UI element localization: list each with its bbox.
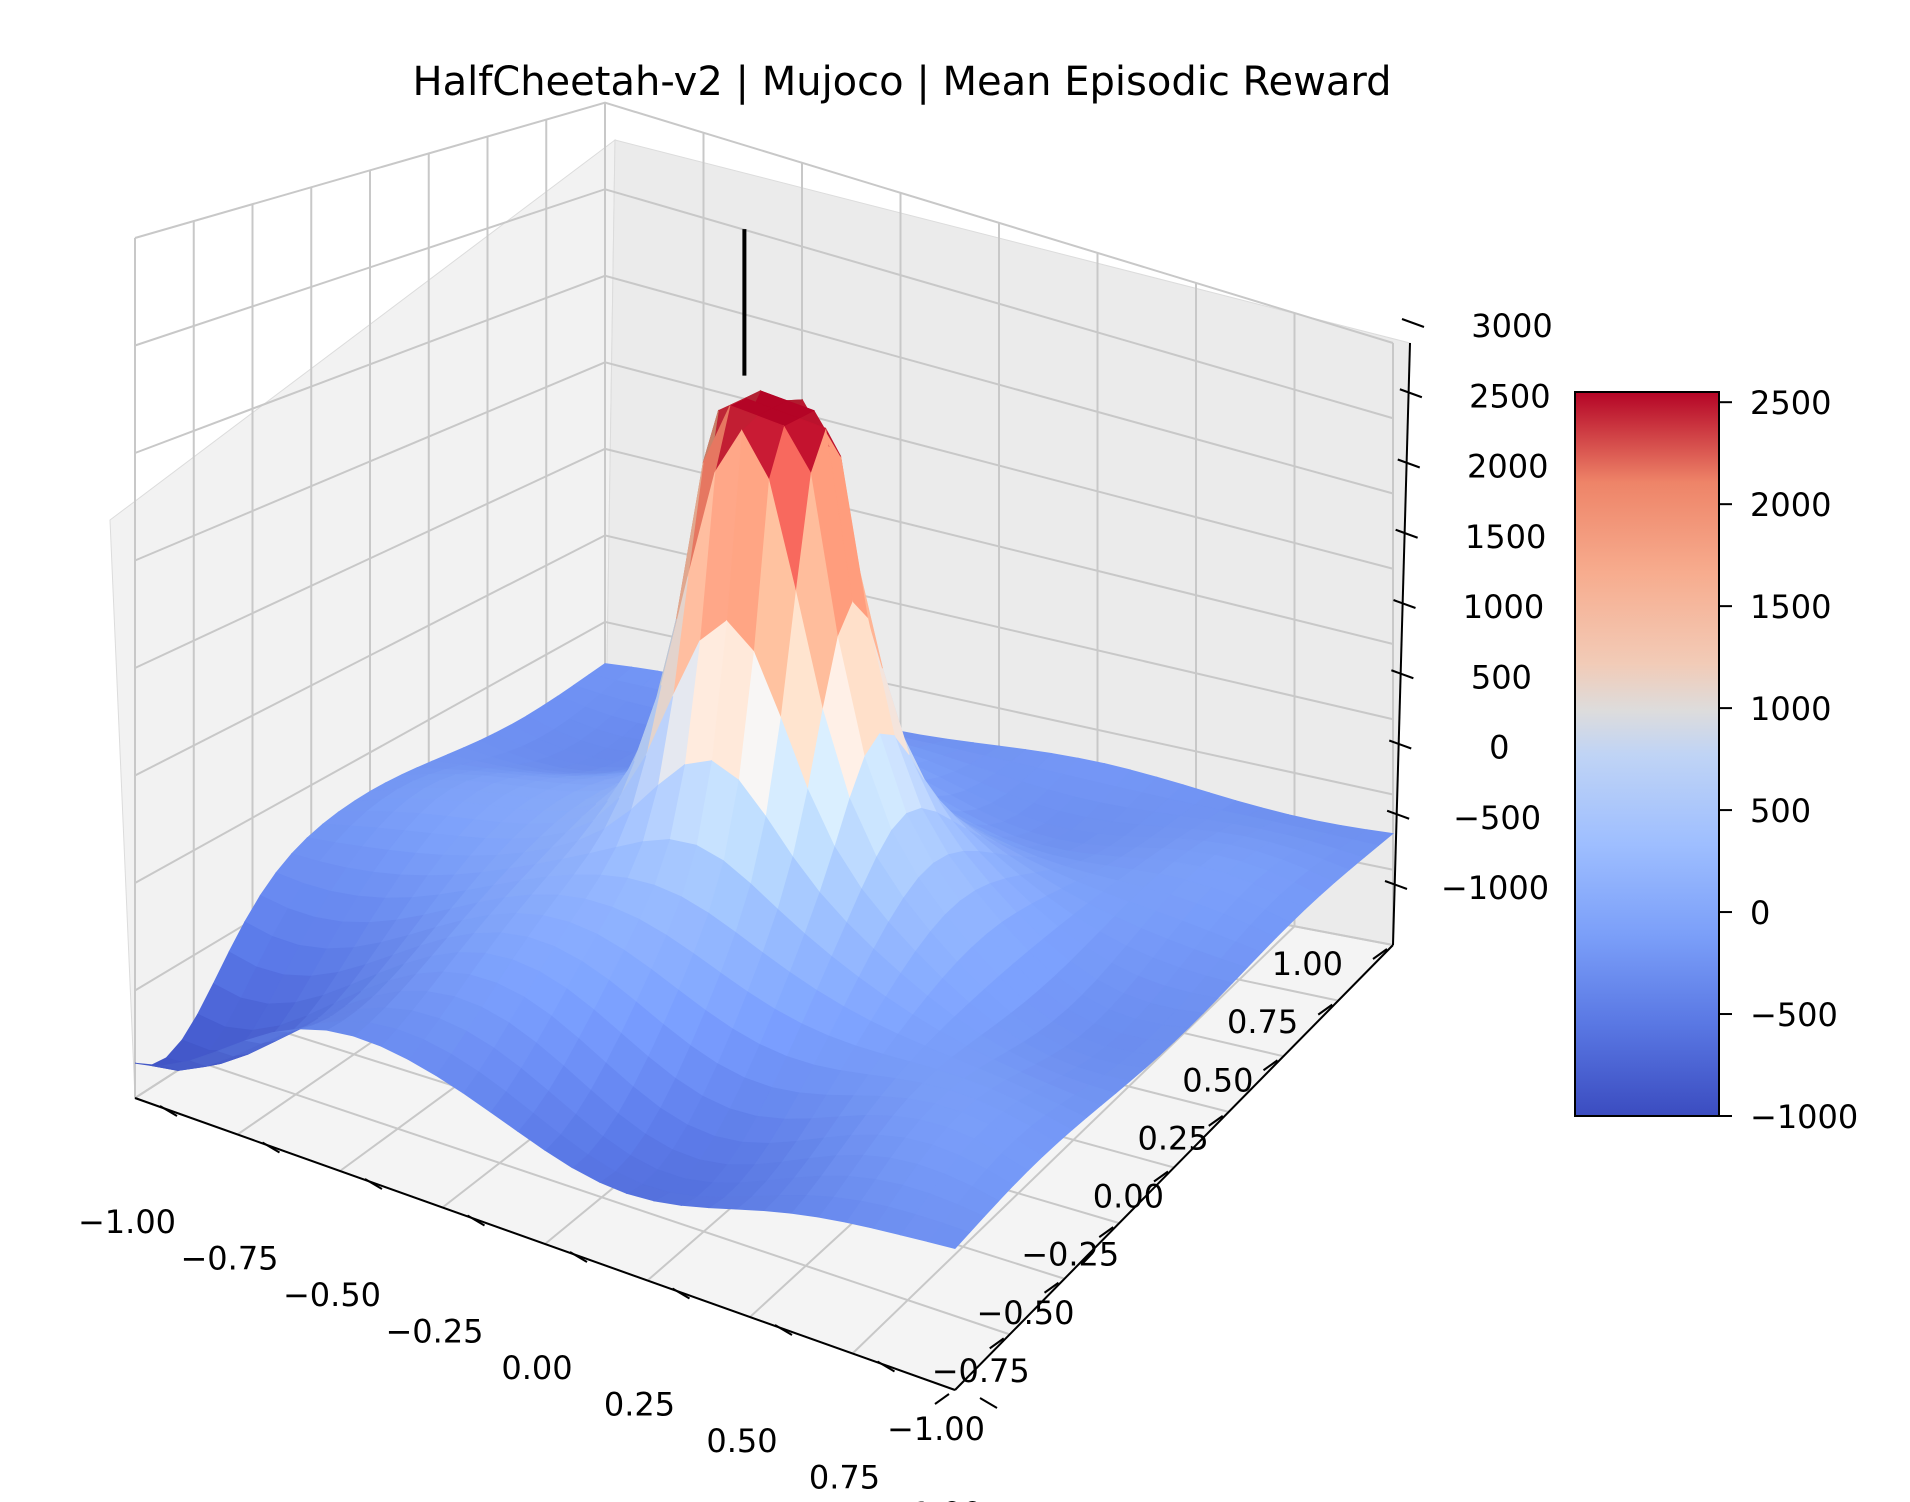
x-tick-mark bbox=[876, 1360, 896, 1373]
x-tick-mark bbox=[466, 1214, 486, 1227]
z-tick-mark bbox=[1388, 739, 1412, 750]
y-tick-label: −0.75 bbox=[932, 1352, 1030, 1390]
y-tick-mark bbox=[1208, 1115, 1224, 1127]
x-tick-mark bbox=[671, 1287, 691, 1300]
z-tick-label: 1000 bbox=[1463, 588, 1544, 626]
z-tick-mark bbox=[1386, 809, 1410, 820]
x-tick-mark bbox=[159, 1105, 178, 1117]
x-tick-label: 0.75 bbox=[809, 1459, 880, 1497]
y-tick-label: 0.50 bbox=[1182, 1061, 1253, 1099]
colorbar-tick-label: −1000 bbox=[1750, 1098, 1858, 1136]
y-tick-mark bbox=[934, 1393, 950, 1405]
colorbar-tick-label: 1000 bbox=[1750, 690, 1831, 728]
surface-facet bbox=[134, 1062, 179, 1071]
z-tick-label: −1000 bbox=[1441, 869, 1549, 907]
axis-lines bbox=[134, 342, 1411, 1391]
x-tick-label: 0.50 bbox=[706, 1422, 777, 1460]
z-tick-label: 2000 bbox=[1467, 448, 1548, 486]
y-tick-mark bbox=[1372, 948, 1388, 960]
back-grid-z bbox=[134, 274, 1394, 495]
z-tick-mark bbox=[1391, 669, 1414, 680]
y-tick-group: −1.00 −0.75 −0.50 −0.25 0.00 0.25 0.50 0.75 1.00 bbox=[887, 945, 1388, 1448]
chart-title: HalfCheetah-v2 | Mujoco | Mean Episodic … bbox=[412, 59, 1391, 105]
y-tick-mark bbox=[1262, 1059, 1279, 1072]
colorbar-tick-label: 2000 bbox=[1750, 486, 1831, 524]
y-tick-label: 0.75 bbox=[1227, 1003, 1298, 1041]
colorbar-tick-label: 1500 bbox=[1750, 588, 1831, 626]
y-axis-line bbox=[954, 944, 1394, 1391]
z-tick-group: −1000 −500 0 500 1000 1500 2000 2500 3000 bbox=[1384, 307, 1553, 907]
back-grid-z bbox=[134, 534, 1394, 777]
y-tick-label: −0.25 bbox=[1021, 1236, 1119, 1274]
z-tick-label: −500 bbox=[1453, 799, 1541, 837]
y-tick-label: −1.00 bbox=[887, 1410, 985, 1448]
x-tick-label: −1.00 bbox=[78, 1203, 176, 1241]
y-tick-mark bbox=[1153, 1170, 1169, 1183]
x-tick-mark bbox=[569, 1251, 588, 1263]
x-tick-label: 1.00 bbox=[911, 1495, 982, 1502]
z-tick-mark bbox=[1393, 599, 1416, 609]
x-tick-label: 0.00 bbox=[501, 1349, 572, 1387]
z-tick-label: 0 bbox=[1489, 729, 1509, 767]
z-tick-mark bbox=[1401, 318, 1425, 328]
z-tick-mark bbox=[1395, 528, 1418, 539]
z-tick-label: 2500 bbox=[1469, 377, 1550, 415]
colorbar-tick-label: 2500 bbox=[1750, 384, 1831, 422]
x-tick-mark bbox=[364, 1178, 383, 1190]
floor-grid-x bbox=[851, 925, 1296, 1355]
y-tick-label: 0.25 bbox=[1138, 1119, 1209, 1157]
z-tick-mark bbox=[1397, 458, 1421, 469]
colorbar bbox=[1574, 391, 1720, 1117]
x-tick-mark bbox=[979, 1397, 998, 1409]
y-tick-label: 1.00 bbox=[1272, 945, 1343, 983]
back-grid-z bbox=[134, 361, 1394, 570]
x-tick-label: −0.75 bbox=[180, 1240, 278, 1278]
y-tick-mark bbox=[1043, 1281, 1060, 1294]
x-tick-mark bbox=[261, 1141, 281, 1154]
z-tick-label: 1500 bbox=[1465, 518, 1546, 556]
y-tick-mark bbox=[989, 1337, 1005, 1350]
y-tick-mark bbox=[1098, 1226, 1114, 1238]
y-tick-label: −0.50 bbox=[976, 1294, 1074, 1332]
z-tick-label: 500 bbox=[1471, 658, 1532, 696]
x-tick-group: −1.00−0.75−0.50−0.250.000.250.500.751.00 bbox=[78, 1105, 998, 1502]
z-tick-label: 3000 bbox=[1471, 307, 1552, 345]
z-tick-mark bbox=[1399, 388, 1423, 399]
back-grid-z bbox=[134, 188, 1394, 420]
x-tick-label: −0.25 bbox=[385, 1313, 483, 1351]
y-tick-label: 0.00 bbox=[1093, 1178, 1164, 1216]
x-tick-label: 0.25 bbox=[604, 1386, 675, 1424]
back-grid-z bbox=[134, 447, 1394, 669]
z-axis-line bbox=[1392, 342, 1411, 946]
z-tick-mark bbox=[1384, 880, 1408, 890]
colorbar-tick-label: 0 bbox=[1750, 894, 1770, 932]
x-axis-line bbox=[134, 1097, 956, 1391]
colorbar-tick-label: 500 bbox=[1750, 792, 1811, 830]
y-tick-mark bbox=[1317, 1003, 1333, 1016]
colorbar-tick-group: 2500 2000 1500 1000 500 0 −500 −1000 bbox=[1719, 384, 1858, 1136]
back-grid-z bbox=[134, 101, 1394, 344]
x-tick-label: −0.50 bbox=[283, 1276, 381, 1314]
x-tick-mark bbox=[774, 1324, 793, 1336]
back-grid-z bbox=[134, 620, 1394, 884]
surface-plot bbox=[134, 389, 1394, 1249]
colorbar-tick-label: −500 bbox=[1750, 996, 1838, 1034]
